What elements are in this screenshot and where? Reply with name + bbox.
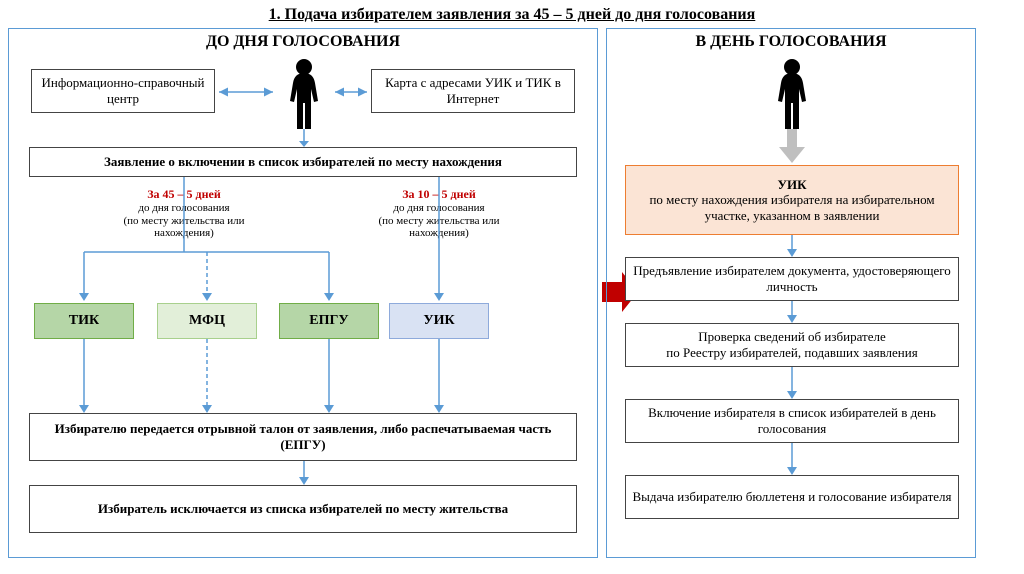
main-title: 1. Подача избирателем заявления за 45 – … — [0, 0, 1024, 28]
uik-box: УИК по месту нахождения избирателя на из… — [625, 165, 959, 235]
period-1: За 45 – 5 дней до дня голосования (по ме… — [69, 187, 299, 240]
step-1: Предъявление избирателем документа, удос… — [625, 257, 959, 301]
step-3: Включение избирателя в список избирателе… — [625, 399, 959, 443]
period-2: За 10 – 5 дней до дня голосования (по ме… — [339, 187, 539, 240]
tag-mfc: МФЦ — [157, 303, 257, 339]
right-header: В ДЕНЬ ГОЛОСОВАНИЯ — [607, 29, 975, 55]
step-4: Выдача избирателю бюллетеня и голосовани… — [625, 475, 959, 519]
panel-voting-day: В ДЕНЬ ГОЛОСОВАНИЯ УИК по месту нахожден… — [606, 28, 976, 558]
gray-arrow-icon — [779, 129, 805, 165]
person-icon — [765, 57, 819, 131]
left-header: ДО ДНЯ ГОЛОСОВАНИЯ — [9, 29, 597, 55]
person-icon — [277, 57, 331, 131]
talon-box: Избирателю передается отрывной талон от … — [29, 413, 577, 461]
step-2: Проверка сведений об избирателе по Реест… — [625, 323, 959, 367]
application-box: Заявление о включении в список избирател… — [29, 147, 577, 177]
info-center-box: Информационно-справочный центр — [31, 69, 215, 113]
tag-epgu: ЕПГУ — [279, 303, 379, 339]
panel-before-voting: ДО ДНЯ ГОЛОСОВАНИЯ Информационно-справоч… — [8, 28, 598, 558]
exclude-box: Избиратель исключается из списка избират… — [29, 485, 577, 533]
tag-uik: УИК — [389, 303, 489, 339]
tag-tik: ТИК — [34, 303, 134, 339]
map-box: Карта с адресами УИК и ТИК в Интернет — [371, 69, 575, 113]
